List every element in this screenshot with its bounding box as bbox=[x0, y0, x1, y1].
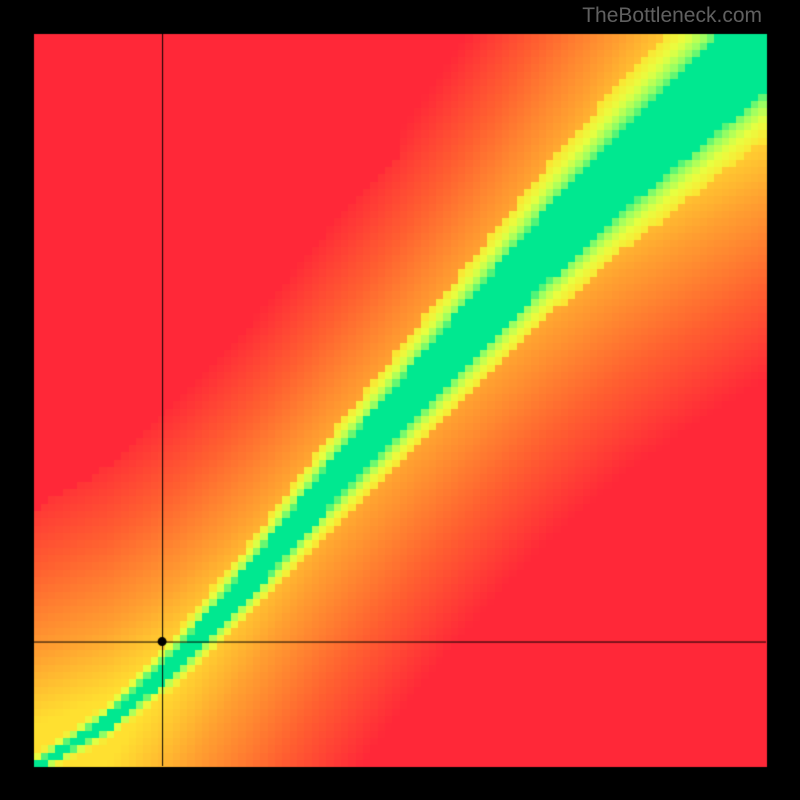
bottleneck-heatmap bbox=[0, 0, 800, 800]
watermark-label: TheBottleneck.com bbox=[582, 4, 762, 28]
